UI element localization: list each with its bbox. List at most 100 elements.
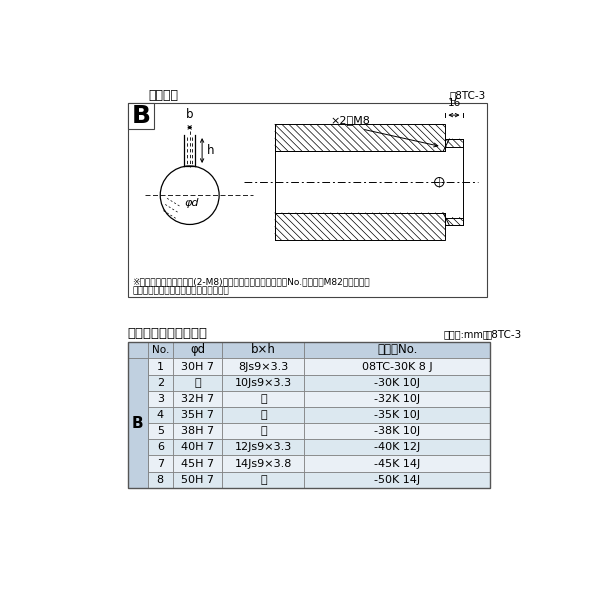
Bar bbox=[148, 472, 173, 488]
Bar bbox=[275, 124, 445, 151]
Text: 10Js9×3.3: 10Js9×3.3 bbox=[235, 377, 292, 388]
Bar bbox=[222, 423, 304, 439]
Text: φd: φd bbox=[184, 198, 199, 208]
Bar bbox=[128, 439, 148, 455]
Text: φd: φd bbox=[190, 343, 205, 356]
Bar bbox=[148, 455, 173, 472]
Bar bbox=[173, 341, 222, 358]
Text: コードNo.: コードNo. bbox=[377, 343, 418, 356]
Text: 32H 7: 32H 7 bbox=[181, 394, 214, 404]
Bar bbox=[148, 391, 173, 407]
Bar bbox=[222, 391, 304, 407]
Bar bbox=[222, 439, 304, 455]
Text: 45H 7: 45H 7 bbox=[181, 458, 214, 469]
Text: 4: 4 bbox=[157, 410, 164, 420]
Bar bbox=[173, 407, 222, 423]
Bar bbox=[222, 374, 304, 391]
Text: 〃: 〃 bbox=[260, 394, 266, 404]
Bar bbox=[148, 374, 173, 391]
Bar bbox=[173, 472, 222, 488]
Text: 軸穴形状コード一覧表: 軸穴形状コード一覧表 bbox=[128, 328, 208, 340]
Bar bbox=[128, 423, 148, 439]
Bar bbox=[148, 341, 173, 358]
Text: 〃: 〃 bbox=[260, 426, 266, 436]
Bar bbox=[304, 423, 490, 439]
Text: 1: 1 bbox=[157, 362, 164, 371]
Bar bbox=[128, 358, 148, 374]
Text: 16: 16 bbox=[448, 98, 461, 108]
Text: -50K 14J: -50K 14J bbox=[374, 475, 421, 485]
Bar bbox=[128, 341, 148, 358]
Text: 7: 7 bbox=[157, 458, 164, 469]
Text: No.: No. bbox=[152, 345, 169, 355]
Text: 〃: 〃 bbox=[260, 410, 266, 420]
Bar bbox=[128, 407, 148, 423]
Bar bbox=[173, 439, 222, 455]
Bar bbox=[148, 439, 173, 455]
Bar bbox=[222, 407, 304, 423]
Text: -40K 12J: -40K 12J bbox=[374, 442, 421, 452]
Bar bbox=[148, 423, 173, 439]
Bar bbox=[222, 358, 304, 374]
Text: 50H 7: 50H 7 bbox=[181, 475, 214, 485]
Bar bbox=[173, 391, 222, 407]
Text: 〃: 〃 bbox=[260, 475, 266, 485]
Bar bbox=[173, 358, 222, 374]
Bar bbox=[304, 374, 490, 391]
Bar bbox=[275, 213, 445, 240]
Bar bbox=[128, 374, 148, 391]
Text: ×2－M8: ×2－M8 bbox=[331, 116, 371, 125]
Text: -30K 10J: -30K 10J bbox=[374, 377, 421, 388]
Bar bbox=[173, 455, 222, 472]
Text: 袆8TC-3: 袆8TC-3 bbox=[486, 329, 522, 339]
Text: b×h: b×h bbox=[251, 343, 276, 356]
Text: B: B bbox=[132, 416, 143, 431]
Bar bbox=[304, 439, 490, 455]
Bar bbox=[128, 391, 148, 407]
Bar bbox=[148, 407, 173, 423]
Text: 团8TC-3: 团8TC-3 bbox=[449, 90, 486, 100]
Text: h: h bbox=[207, 144, 214, 157]
Text: b: b bbox=[186, 107, 193, 121]
Text: -35K 10J: -35K 10J bbox=[374, 410, 421, 420]
Text: 35H 7: 35H 7 bbox=[181, 410, 214, 420]
Bar bbox=[128, 103, 487, 297]
Bar bbox=[304, 455, 490, 472]
Bar bbox=[304, 407, 490, 423]
Bar bbox=[148, 358, 173, 374]
Bar bbox=[173, 423, 222, 439]
Text: 〃: 〃 bbox=[194, 377, 201, 388]
Text: 2: 2 bbox=[157, 377, 164, 388]
Bar bbox=[304, 341, 490, 358]
Bar bbox=[304, 358, 490, 374]
Bar bbox=[128, 358, 148, 488]
Text: 6: 6 bbox=[157, 442, 164, 452]
Text: （セットボルトは付属されています。）: （セットボルトは付属されています。） bbox=[133, 286, 229, 295]
Bar bbox=[304, 472, 490, 488]
Text: （単位:mm）: （単位:mm） bbox=[444, 329, 490, 339]
Text: 08TC-30K 8 J: 08TC-30K 8 J bbox=[362, 362, 433, 371]
Text: -32K 10J: -32K 10J bbox=[374, 394, 421, 404]
Bar bbox=[128, 103, 154, 129]
Text: -38K 10J: -38K 10J bbox=[374, 426, 421, 436]
Text: ※セットボルト用タップ(2-M8)が必要な場合は右記コードNo.の末尾にM82を付ける。: ※セットボルト用タップ(2-M8)が必要な場合は右記コードNo.の末尾にM82を… bbox=[133, 277, 370, 286]
Bar bbox=[128, 341, 490, 488]
Text: 3: 3 bbox=[157, 394, 164, 404]
Text: -45K 14J: -45K 14J bbox=[374, 458, 421, 469]
Text: 軸穴形状: 軸穴形状 bbox=[149, 89, 179, 101]
Bar bbox=[222, 455, 304, 472]
Text: 40H 7: 40H 7 bbox=[181, 442, 214, 452]
Bar bbox=[222, 341, 304, 358]
Text: 14Js9×3.8: 14Js9×3.8 bbox=[235, 458, 292, 469]
Text: B: B bbox=[131, 104, 151, 128]
Text: 8: 8 bbox=[157, 475, 164, 485]
Bar bbox=[445, 139, 463, 146]
Text: 5: 5 bbox=[157, 426, 164, 436]
Bar bbox=[222, 472, 304, 488]
Bar bbox=[445, 218, 463, 225]
Text: 8Js9×3.3: 8Js9×3.3 bbox=[238, 362, 289, 371]
Text: 38H 7: 38H 7 bbox=[181, 426, 214, 436]
Bar bbox=[304, 391, 490, 407]
Bar bbox=[128, 472, 148, 488]
Bar bbox=[173, 374, 222, 391]
